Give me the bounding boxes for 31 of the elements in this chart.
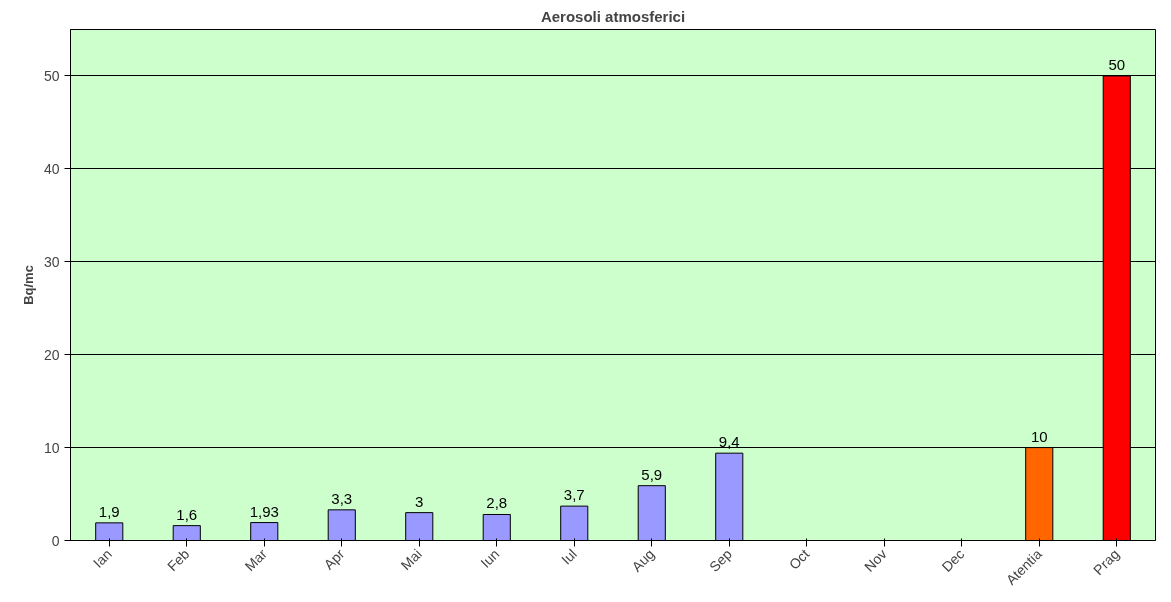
x-tick-label: Nov — [860, 545, 890, 575]
data-label: 5,9 — [641, 465, 663, 483]
chart-title: Aerosoli atmosferici — [540, 7, 686, 25]
data-label: 3,3 — [331, 489, 353, 507]
y-tick-label: 40 — [43, 160, 60, 177]
x-tick-label: Mai — [397, 545, 425, 574]
x-tick-label: Aug — [628, 545, 658, 575]
x-tick-label: Iun — [477, 545, 503, 571]
data-label: 3,7 — [563, 486, 585, 504]
y-axis-title: Bq/mc — [20, 265, 36, 305]
x-tick-label: Ian — [89, 545, 115, 571]
data-label: 10 — [1030, 427, 1048, 445]
x-tick-label: Sep — [705, 545, 736, 575]
data-label: 50 — [1108, 55, 1126, 73]
data-label: 1,9 — [98, 502, 120, 520]
data-label: 1,93 — [249, 502, 279, 520]
data-label: 9,4 — [718, 433, 740, 451]
x-tick-label: Apr — [320, 545, 348, 573]
y-tick-label: 10 — [43, 439, 60, 456]
y-tick-label: 30 — [43, 253, 60, 270]
x-tick-label: Dec — [938, 545, 968, 575]
y-tick-label: 20 — [43, 346, 60, 363]
y-tick-label: 0 — [51, 532, 60, 549]
x-tick-label: Oct — [785, 545, 813, 573]
data-label: 1,6 — [176, 505, 198, 523]
x-tick-label: Iul — [558, 545, 580, 568]
x-tick-label: Feb — [164, 545, 193, 575]
data-label: 2,8 — [486, 494, 508, 512]
y-tick-label: 50 — [43, 67, 60, 84]
x-tick-label: Mar — [241, 545, 271, 575]
data-label: 3 — [415, 492, 424, 510]
